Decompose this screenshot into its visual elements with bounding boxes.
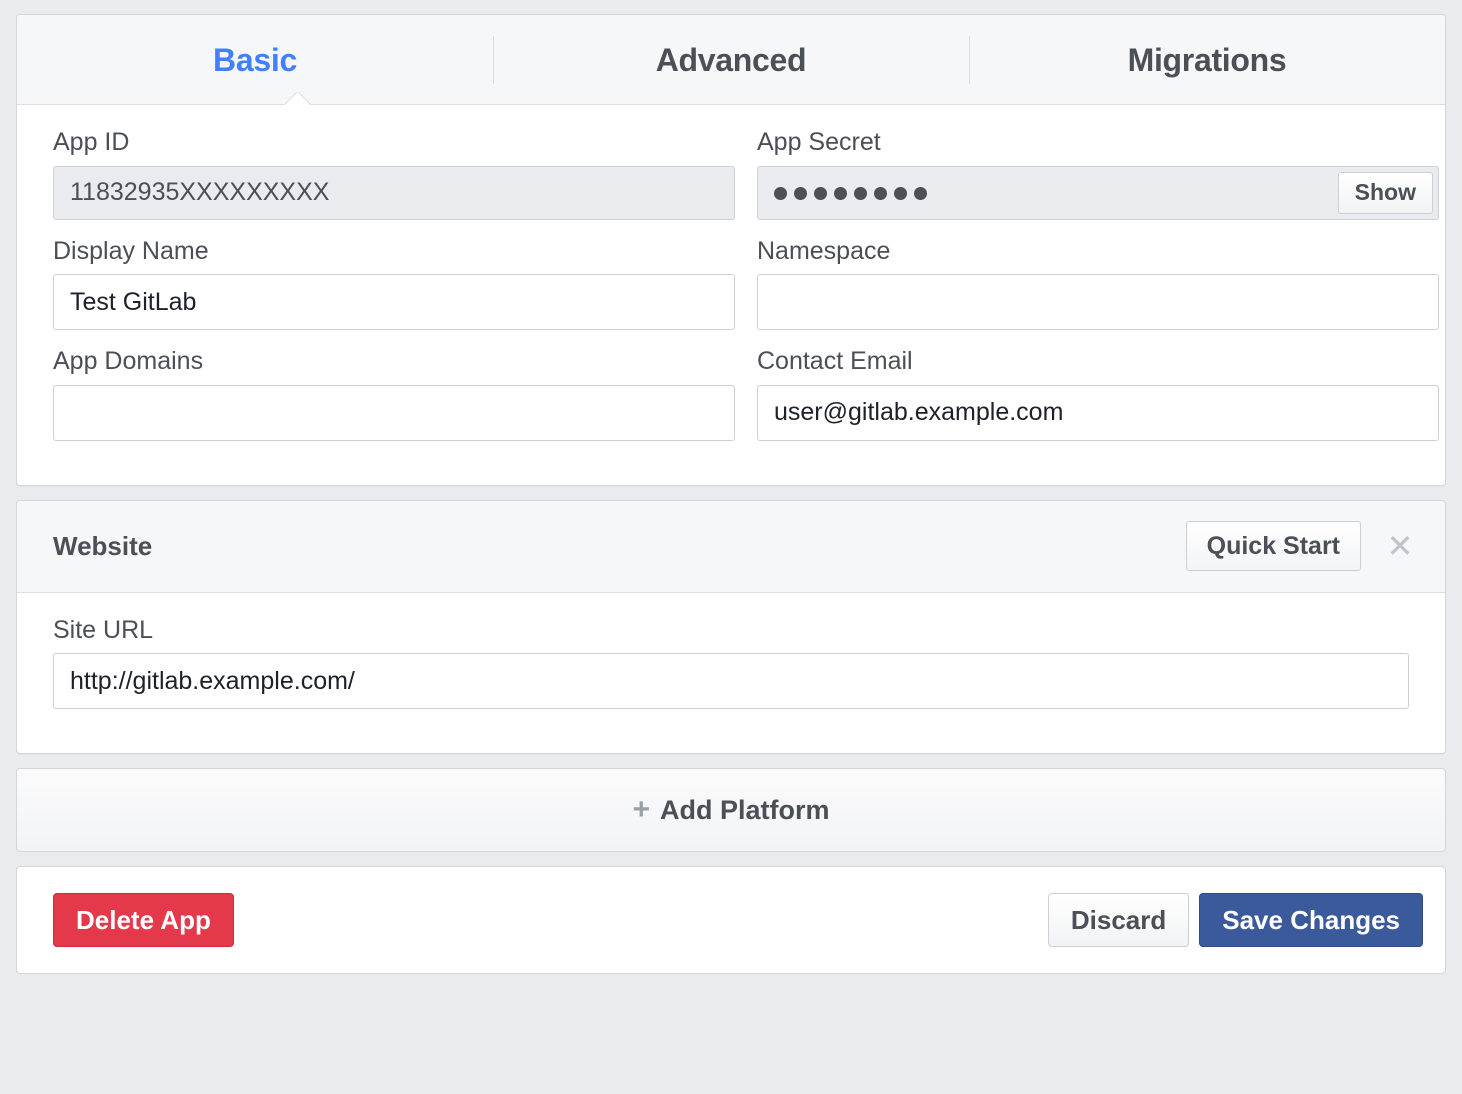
display-name-value: Test GitLab xyxy=(70,287,197,316)
field-app-id: App ID 11832935XXXXXXXXX xyxy=(53,128,735,220)
app-id-label: App ID xyxy=(53,128,130,156)
field-app-domains: App Domains xyxy=(53,347,735,441)
active-tab-caret-icon xyxy=(285,92,311,106)
app-secret-masked-value xyxy=(774,186,927,200)
discard-button[interactable]: Discard xyxy=(1047,893,1190,947)
contact-email-value: user@gitlab.example.com xyxy=(774,398,1064,426)
app-id-value: 11832935XXXXXXXXX xyxy=(70,178,330,206)
plus-icon: + xyxy=(632,793,650,826)
site-url-input[interactable]: http://gitlab.example.com/ xyxy=(53,653,1409,709)
action-bar: Delete App Discard Save Changes xyxy=(16,866,1446,974)
website-platform-body: Site URL http://gitlab.example.com/ xyxy=(17,592,1445,753)
website-platform-panel: Website Quick Start ✕ Site URL http://gi… xyxy=(16,499,1446,754)
display-name-input[interactable]: Test GitLab xyxy=(53,274,735,330)
app-secret-label: App Secret xyxy=(757,128,881,156)
app-domains-input[interactable] xyxy=(53,384,735,441)
settings-tab-bar: Basic Advanced Migrations xyxy=(17,15,1445,105)
field-namespace: Namespace xyxy=(757,236,1439,330)
display-name-label: Display Name xyxy=(53,236,209,265)
contact-email-label: Contact Email xyxy=(757,347,913,375)
add-platform-button[interactable]: + Add Platform xyxy=(16,768,1446,852)
field-contact-email: Contact Email user@gitlab.example.com xyxy=(757,347,1439,441)
site-url-value: http://gitlab.example.com/ xyxy=(70,666,355,695)
close-icon[interactable]: ✕ xyxy=(1386,528,1414,564)
active-tab-caret-area xyxy=(17,91,1445,105)
namespace-label: Namespace xyxy=(757,236,891,265)
basic-form-grid: App ID 11832935XXXXXXXXX App Secret Show xyxy=(53,128,1439,455)
site-url-label: Site URL xyxy=(53,615,154,644)
tab-advanced[interactable]: Advanced xyxy=(493,36,969,84)
tab-basic-label: Basic xyxy=(213,41,297,78)
namespace-input[interactable] xyxy=(757,274,1439,330)
tab-advanced-label: Advanced xyxy=(655,41,807,78)
field-site-url: Site URL http://gitlab.example.com/ xyxy=(53,615,1409,709)
tab-migrations[interactable]: Migrations xyxy=(969,36,1445,84)
save-changes-button[interactable]: Save Changes xyxy=(1199,893,1423,947)
field-app-secret: App Secret Show xyxy=(757,128,1439,220)
delete-app-button[interactable]: Delete App xyxy=(53,893,234,947)
tab-migrations-label: Migrations xyxy=(1127,41,1287,78)
quick-start-button[interactable]: Quick Start xyxy=(1185,521,1361,571)
basic-settings-panel: Basic Advanced Migrations App ID 1183293… xyxy=(16,14,1446,486)
add-platform-label: Add Platform xyxy=(660,794,830,825)
basic-form: App ID 11832935XXXXXXXXX App Secret Show xyxy=(17,105,1445,485)
field-display-name: Display Name Test GitLab xyxy=(53,236,735,330)
website-platform-title: Website xyxy=(53,530,153,561)
app-domains-label: App Domains xyxy=(53,347,204,375)
tab-basic[interactable]: Basic xyxy=(17,36,493,84)
app-secret-input[interactable]: Show xyxy=(757,165,1439,220)
app-id-input[interactable]: 11832935XXXXXXXXX xyxy=(53,165,735,220)
show-secret-button[interactable]: Show xyxy=(1337,171,1433,214)
website-platform-header: Website Quick Start ✕ xyxy=(17,500,1445,593)
contact-email-input[interactable]: user@gitlab.example.com xyxy=(757,384,1439,441)
